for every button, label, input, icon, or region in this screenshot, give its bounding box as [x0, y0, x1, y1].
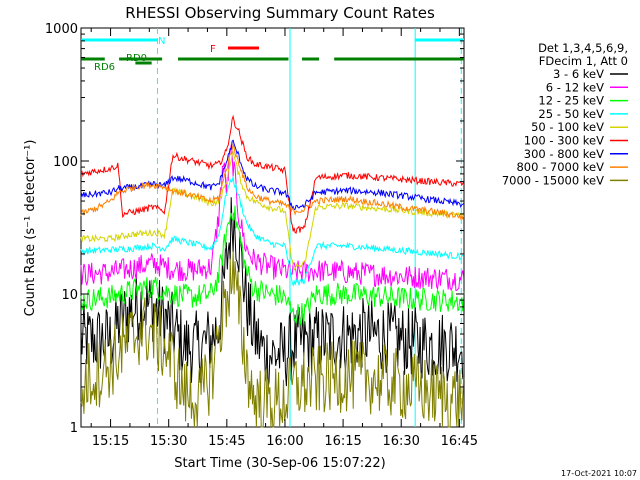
- y-tick-label: 100: [53, 155, 78, 170]
- date-stamp: 17-Oct-2021 10:07: [561, 469, 637, 478]
- x-tick-label: 15:30: [150, 434, 187, 449]
- series-line-6: [80, 139, 465, 211]
- series-line-8: [80, 251, 465, 428]
- x-tick-label: 15:45: [208, 434, 245, 449]
- legend-header-line: FDecim 1, Att 0: [539, 54, 628, 68]
- y-axis-label: Count Rate (s⁻¹ detector⁻¹): [23, 140, 38, 317]
- series-line-2: [80, 205, 465, 326]
- flag-label-rd6: RD6: [94, 62, 115, 73]
- series-line-1: [80, 144, 465, 292]
- x-tick-label: 16:15: [324, 434, 361, 449]
- y-tick-label: 10: [61, 288, 78, 303]
- legend-entry-label: 50 - 100 keV: [531, 120, 604, 134]
- legend-entry-label: 3 - 6 keV: [553, 67, 604, 81]
- series-line-7: [80, 142, 465, 221]
- legend-entry-label: 7000 - 15000 keV: [502, 173, 604, 187]
- flag-label-f: F: [210, 44, 216, 55]
- legend-entry-label: 12 - 25 keV: [538, 94, 604, 108]
- x-tick-label: 15:15: [92, 434, 129, 449]
- legend-entry-label: 800 - 7000 keV: [516, 160, 604, 174]
- series-group: [80, 114, 465, 428]
- series-line-5: [80, 114, 465, 234]
- y-tick-label: 1000: [45, 22, 78, 37]
- y-axis: 1 10 100 1000: [45, 22, 464, 436]
- legend-entry-label: 6 - 12 keV: [546, 80, 604, 94]
- legend-entry-label: 100 - 300 keV: [524, 134, 604, 148]
- event-vlines: [156, 28, 462, 427]
- flag-label-n: N: [158, 36, 165, 47]
- x-tick-label: 16:45: [441, 434, 478, 449]
- series-line-0: [80, 197, 465, 390]
- x-tick-label: 16:30: [382, 434, 419, 449]
- x-axis: 15:15 15:30 15:45 16:00 16:15 16:30 16:45: [90, 28, 478, 449]
- series-line-3: [80, 176, 465, 287]
- flag-bars: NFRD0RD6: [81, 36, 464, 73]
- y-tick-label: 1: [70, 421, 78, 436]
- legend-entry-label: 300 - 800 keV: [524, 147, 604, 161]
- series-line-4: [80, 151, 465, 271]
- x-axis-label: Start Time (30-Sep-06 15:07:22): [174, 456, 385, 471]
- chart-title: RHESSI Observing Summary Count Rates: [125, 4, 435, 22]
- legend: Det 1,3,4,5,6,9,FDecim 1, Att 03 - 6 keV…: [502, 41, 628, 187]
- legend-entry-label: 25 - 50 keV: [538, 107, 604, 121]
- x-tick-label: 16:00: [266, 434, 303, 449]
- legend-header-line: Det 1,3,4,5,6,9,: [538, 41, 628, 55]
